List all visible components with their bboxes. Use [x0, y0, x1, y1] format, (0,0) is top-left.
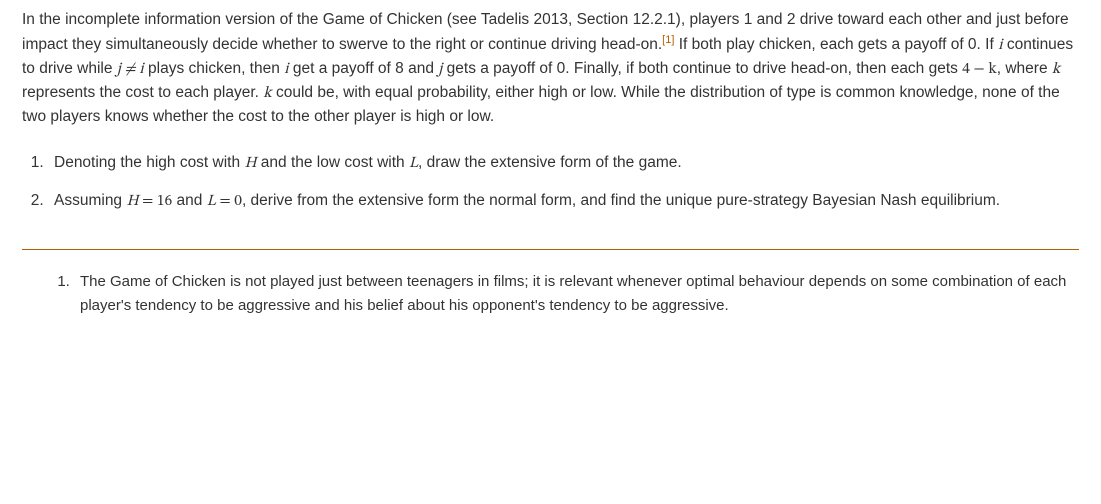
math-4-minus-k: 4 − k	[962, 61, 997, 77]
question-2: Assuming H = 16 and L = 0, derive from t…	[48, 189, 1079, 213]
math-L: L	[207, 193, 216, 209]
q1-text-b: and the low cost with	[256, 154, 409, 171]
intro-paragraph: In the incomplete information version of…	[22, 8, 1079, 129]
math-0: 0	[234, 193, 242, 209]
footnote-ref-1[interactable]: [1]	[662, 34, 674, 46]
footnote-1-text: The Game of Chicken is not played just b…	[80, 273, 1066, 313]
footnote-list: The Game of Chicken is not played just b…	[22, 270, 1079, 317]
q1-text-c: , draw the extensive form of the game.	[418, 154, 682, 171]
q2-text-b: and	[172, 192, 206, 209]
q2-text-c: , derive from the extensive form the nor…	[242, 192, 1000, 209]
math-k: k	[1052, 61, 1060, 77]
q2-text-a: Assuming	[54, 192, 126, 209]
math-16: 16	[157, 193, 172, 209]
intro-text-5: get a payoff of 8 and	[289, 60, 439, 77]
footnote-separator	[22, 249, 1079, 250]
math-eq: =	[138, 193, 156, 209]
math-k: k	[263, 85, 271, 101]
intro-text-4: plays chicken, then	[144, 60, 284, 77]
question-list: Denoting the high cost with H and the lo…	[22, 151, 1079, 213]
math-j-neq-i: j ≠ i	[117, 61, 144, 77]
intro-text-7: , where	[997, 60, 1052, 77]
intro-text-6: gets a payoff of 0. Finally, if both con…	[442, 60, 962, 77]
math-L: L	[409, 155, 418, 171]
footnote-1: The Game of Chicken is not played just b…	[74, 270, 1079, 317]
intro-text-8: represents the cost to each player.	[22, 84, 263, 101]
math-H: H	[126, 193, 138, 209]
intro-text-2: If both play chicken, each gets a payoff…	[674, 36, 998, 53]
math-H: H	[244, 155, 256, 171]
question-1: Denoting the high cost with H and the lo…	[48, 151, 1079, 175]
math-eq: =	[216, 193, 234, 209]
q1-text-a: Denoting the high cost with	[54, 154, 244, 171]
